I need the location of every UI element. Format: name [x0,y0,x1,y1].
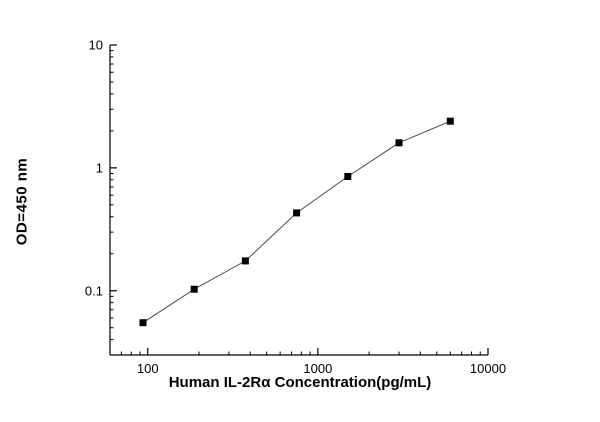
data-point [190,285,198,293]
x-tick-label: 100 [137,361,159,376]
data-point [241,257,249,265]
y-tick-label: 0.1 [85,283,103,298]
x-tick-label: 1000 [303,361,332,376]
x-tick-label: 10000 [470,361,506,376]
y-tick-label: 10 [89,38,103,53]
y-tick-label: 1 [96,160,103,175]
data-point [293,209,301,217]
x-axis-label: Human IL-2Rα Concentration(pg/mL) [168,374,432,391]
y-axis-label: OD=450 nm [13,157,31,246]
data-point [446,117,454,125]
series-line [142,120,451,324]
data-point [395,139,403,147]
data-point [344,173,352,180]
data-point [139,319,147,327]
